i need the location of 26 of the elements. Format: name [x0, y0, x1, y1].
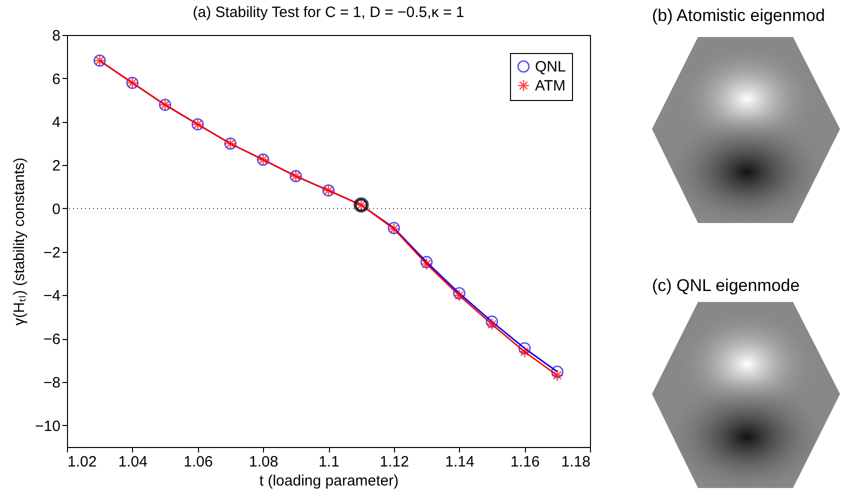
y-tick-label: −4 [43, 288, 60, 305]
legend-label: ATM [535, 78, 566, 94]
y-tick-label: 0 [52, 200, 60, 218]
y-tick-label: 6 [52, 70, 60, 88]
text: (b) Atomistic eigenmod [652, 6, 825, 26]
y-tick-label: 8 [52, 28, 60, 44]
y-axis-title: γ(Hₜₗ) (stability constants) [11, 158, 28, 326]
y-tick-label: −6 [43, 331, 60, 348]
x-axis-title: t (loading parameter) [259, 472, 399, 490]
text: (c) QNL eigenmode [652, 276, 800, 296]
legend-label: QNL [535, 58, 566, 76]
x-tick-label: 1.08 [249, 454, 278, 470]
x-tick-label: 1.14 [445, 454, 474, 470]
x-tick-label: 1.16 [510, 454, 540, 470]
x-tick-label: 1.06 [184, 454, 213, 470]
chart-title: (a) Stability Test for C = 1, D = −0.5,κ = 1 [192, 4, 464, 21]
x-tick-label: 1.18 [561, 454, 590, 470]
x-tick-label: 1.02 [68, 454, 97, 470]
x-tick-label: 1.12 [380, 454, 409, 470]
y-tick-label: 4 [52, 114, 60, 132]
y-tick-label: −2 [43, 244, 60, 262]
y-tick-label: −10 [35, 418, 60, 435]
y-tick-label: −8 [43, 374, 60, 392]
y-tick-label: 2 [52, 158, 60, 175]
x-tick-label: 1.1 [318, 454, 340, 470]
x-tick-label: 1.04 [118, 454, 148, 470]
